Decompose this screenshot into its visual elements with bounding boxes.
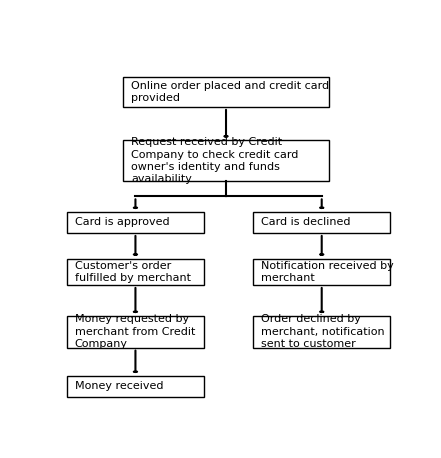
FancyBboxPatch shape <box>254 316 390 348</box>
FancyBboxPatch shape <box>254 259 390 285</box>
Text: Online order placed and credit card
provided: Online order placed and credit card prov… <box>131 81 329 103</box>
Text: Customer's order
fulfilled by merchant: Customer's order fulfilled by merchant <box>75 261 191 283</box>
FancyBboxPatch shape <box>67 316 204 348</box>
FancyBboxPatch shape <box>123 141 329 181</box>
Text: Order declined by
merchant, notification
sent to customer: Order declined by merchant, notification… <box>261 314 385 349</box>
Text: Notification received by
merchant: Notification received by merchant <box>261 261 394 283</box>
Text: Money requested by
merchant from Credit
Company: Money requested by merchant from Credit … <box>75 314 195 349</box>
Text: Card is declined: Card is declined <box>261 218 350 228</box>
Text: Money received: Money received <box>75 382 163 392</box>
FancyBboxPatch shape <box>67 212 204 233</box>
Text: Request received by Credit
Company to check credit card
owner's identity and fun: Request received by Credit Company to ch… <box>131 137 299 185</box>
FancyBboxPatch shape <box>67 376 204 397</box>
Text: Card is approved: Card is approved <box>75 218 169 228</box>
FancyBboxPatch shape <box>123 77 329 107</box>
FancyBboxPatch shape <box>254 212 390 233</box>
FancyBboxPatch shape <box>67 259 204 285</box>
